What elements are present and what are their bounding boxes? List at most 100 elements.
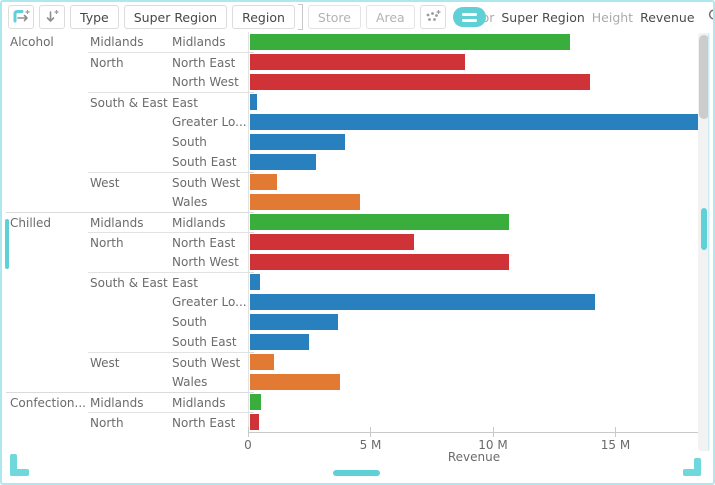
- region-label: Midlands: [170, 212, 248, 232]
- super-region-label: Midlands: [88, 392, 170, 412]
- revenue-bar[interactable]: [250, 134, 346, 150]
- table-row[interactable]: Confection... Midlands Midlands: [6, 392, 700, 412]
- region-label: Wales: [172, 195, 208, 209]
- region-label: Greater Lo...: [172, 295, 247, 309]
- bottom-right-corner-handle[interactable]: [683, 469, 701, 476]
- table-row[interactable]: South & East East: [6, 92, 700, 112]
- x-axis-tick: [248, 427, 249, 437]
- table-row[interactable]: North North East: [6, 412, 700, 432]
- table-row[interactable]: Wales: [6, 372, 700, 392]
- x-axis: 0 5 M 10 M 15 M: [244, 427, 700, 452]
- bar-cell: [248, 132, 700, 152]
- breakdown-button-super-region[interactable]: Super Region: [123, 5, 228, 29]
- left-range-indicator[interactable]: [5, 219, 9, 269]
- breakdown-drop-marker: [297, 4, 303, 30]
- super-region-label: South & East: [88, 272, 170, 292]
- bar-cell: [248, 32, 700, 52]
- visual-setting-value[interactable]: Super Region: [501, 9, 585, 25]
- super-region-label: West: [88, 352, 170, 372]
- type-label: [6, 172, 88, 192]
- bar-cell: [248, 52, 700, 72]
- revenue-bar[interactable]: [250, 314, 338, 330]
- table-row[interactable]: South East: [6, 332, 700, 352]
- add-column-breakdown-button[interactable]: [8, 5, 34, 29]
- revenue-bar[interactable]: [250, 254, 510, 270]
- table-row[interactable]: Wales: [6, 192, 700, 212]
- type-label: [6, 232, 88, 252]
- super-region-label: [88, 72, 170, 92]
- type-label: Chilled: [6, 212, 88, 232]
- revenue-bar[interactable]: [250, 194, 360, 210]
- region-label: North East: [170, 52, 248, 72]
- vertical-scrollbar-thumb[interactable]: [699, 35, 709, 119]
- revenue-bar[interactable]: [250, 354, 275, 370]
- super-region-label: [88, 312, 170, 332]
- bar-cell: [248, 352, 700, 372]
- super-region-label: Midlands: [90, 35, 144, 49]
- bottom-right-corner-handle[interactable]: [694, 458, 701, 476]
- revenue-bar[interactable]: [250, 234, 414, 250]
- table-row[interactable]: Greater Lo...: [6, 112, 700, 132]
- table-row[interactable]: South East: [6, 152, 700, 172]
- table-row[interactable]: North North East: [6, 232, 700, 252]
- type-label: [6, 72, 88, 92]
- breakdown-button-area[interactable]: Area: [365, 5, 415, 29]
- bar-cell: [248, 332, 700, 352]
- x-axis-tick-label: 15 M: [600, 438, 631, 452]
- bar-cell: [248, 212, 700, 232]
- x-axis-tick: [370, 427, 372, 437]
- revenue-bar[interactable]: [250, 214, 510, 230]
- dots-plus-icon: [423, 7, 443, 28]
- table-row[interactable]: Chilled Midlands Midlands: [6, 212, 700, 232]
- bottom-left-corner-handle[interactable]: [10, 454, 17, 476]
- down-arrow-plus-icon: [42, 7, 62, 28]
- revenue-bar[interactable]: [250, 394, 261, 410]
- region-label: South: [172, 135, 207, 149]
- revenue-bar[interactable]: [250, 294, 595, 310]
- revenue-bar[interactable]: [250, 174, 277, 190]
- table-row[interactable]: Alcohol Midlands Midlands: [6, 32, 700, 52]
- revenue-bar[interactable]: [250, 94, 258, 110]
- revenue-bar[interactable]: [250, 154, 316, 170]
- horizontal-range-indicator[interactable]: [333, 470, 380, 476]
- region-label: Midlands: [172, 35, 226, 49]
- bar-cell: [248, 192, 700, 212]
- search-button[interactable]: [704, 5, 713, 29]
- table-row[interactable]: South: [6, 312, 700, 332]
- revenue-bar[interactable]: [250, 414, 259, 430]
- table-row[interactable]: Greater Lo...: [6, 292, 700, 312]
- table-row[interactable]: South & East East: [6, 272, 700, 292]
- add-row-breakdown-button[interactable]: [39, 5, 65, 29]
- table-row[interactable]: North North East: [6, 52, 700, 72]
- revenue-bar[interactable]: [250, 374, 341, 390]
- bar-cell: [248, 72, 700, 92]
- add-variable-button[interactable]: [419, 5, 446, 29]
- bar-cell: [248, 112, 700, 132]
- x-axis-title: Revenue: [447, 450, 501, 464]
- bottom-left-corner-handle[interactable]: [10, 469, 29, 476]
- revenue-bar[interactable]: [250, 54, 466, 70]
- breakdown-button-type[interactable]: Type: [70, 5, 119, 29]
- table-row[interactable]: South: [6, 132, 700, 152]
- super-region-label: [88, 112, 170, 132]
- table-row[interactable]: North West: [6, 72, 700, 92]
- revenue-bar[interactable]: [250, 274, 260, 290]
- hamburger-icon: [461, 12, 477, 16]
- table-row[interactable]: West South West: [6, 352, 700, 372]
- table-row[interactable]: West South West: [6, 172, 700, 192]
- breakdown-button-region[interactable]: Region: [232, 5, 295, 29]
- visual-setting-value[interactable]: Revenue: [640, 9, 695, 25]
- bar-cell: [248, 172, 700, 192]
- revenue-bar[interactable]: [250, 334, 309, 350]
- table-row[interactable]: North West: [6, 252, 700, 272]
- region-label: North West: [172, 255, 239, 269]
- revenue-bar[interactable]: [250, 74, 590, 90]
- vertical-range-indicator[interactable]: [701, 208, 707, 250]
- visuals-toggle-button[interactable]: [452, 7, 486, 27]
- revenue-bar[interactable]: [250, 34, 571, 50]
- region-label: South West: [170, 352, 248, 372]
- bar-cell: [248, 392, 700, 412]
- revenue-bar[interactable]: [250, 114, 700, 130]
- breakdown-button-store[interactable]: Store: [307, 5, 361, 29]
